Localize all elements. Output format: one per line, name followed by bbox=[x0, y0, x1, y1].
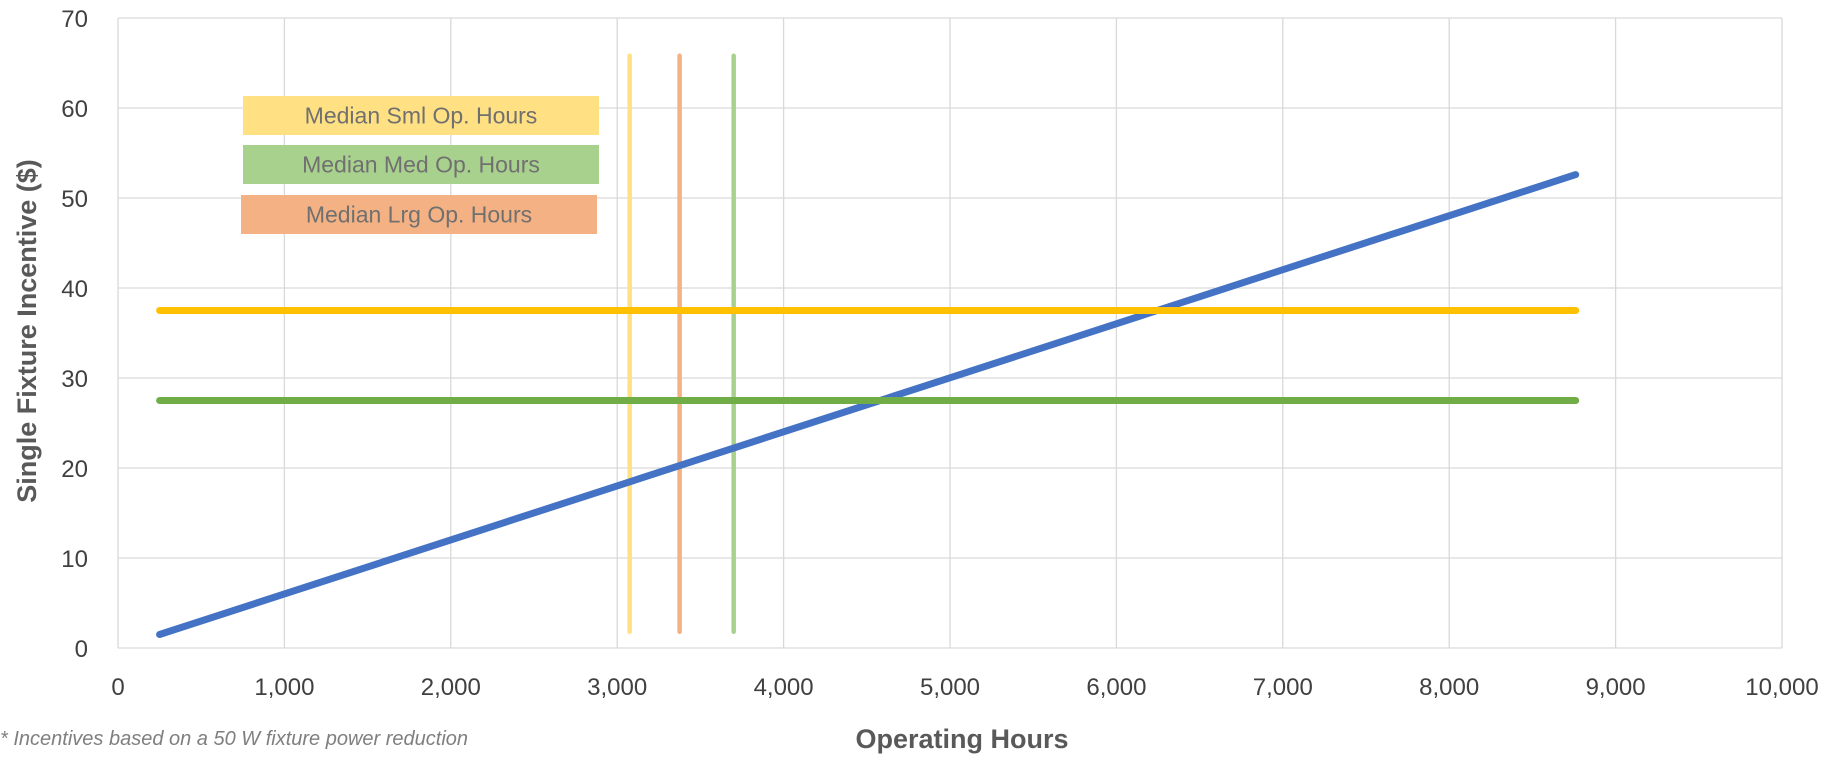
x-tick-label: 10,000 bbox=[1745, 674, 1818, 701]
median-lines bbox=[627, 53, 736, 635]
annotation-boxes: Median Sml Op. Hours Median Med Op. Hours… bbox=[241, 96, 599, 234]
series-line bbox=[156, 171, 1580, 638]
series-lines bbox=[156, 171, 1580, 638]
y-tick-label: 0 bbox=[75, 636, 88, 663]
annotation-box bbox=[243, 145, 599, 184]
x-tick-label: 8,000 bbox=[1419, 674, 1479, 701]
y-tick-label: 30 bbox=[61, 366, 88, 393]
annotation-label: Median Med Op. Hours bbox=[302, 152, 540, 178]
x-tick-label: 1,000 bbox=[254, 674, 314, 701]
x-tick-label: 4,000 bbox=[754, 674, 814, 701]
y-tick-label: 60 bbox=[61, 96, 88, 123]
x-tick-label: 7,000 bbox=[1253, 674, 1313, 701]
y-tick-label: 70 bbox=[61, 6, 88, 33]
y-axis-title: Single Fixture Incentive ($) bbox=[12, 159, 42, 503]
x-tick-label: 0 bbox=[111, 674, 124, 701]
annotation-label: Median Lrg Op. Hours bbox=[306, 202, 532, 228]
y-tick-label: 50 bbox=[61, 186, 88, 213]
x-tick-label: 2,000 bbox=[421, 674, 481, 701]
footnote: * Incentives based on a 50 W fixture pow… bbox=[0, 728, 469, 750]
grid bbox=[117, 17, 1783, 649]
x-tick-labels: 0 1,000 2,000 3,000 4,000 5,000 6,000 7,000 8,00… bbox=[111, 674, 1818, 701]
annotation-box bbox=[241, 195, 597, 234]
y-tick-label: 20 bbox=[61, 456, 88, 483]
x-tick-label: 9,000 bbox=[1586, 674, 1646, 701]
y-tick-label: 40 bbox=[61, 276, 88, 303]
annotation-box bbox=[243, 96, 599, 135]
y-tick-label: 10 bbox=[61, 546, 88, 573]
annotation-label: Median Sml Op. Hours bbox=[305, 103, 538, 129]
x-axis-title: Operating Hours bbox=[855, 724, 1068, 754]
x-tick-label: 5,000 bbox=[920, 674, 980, 701]
x-tick-label: 6,000 bbox=[1086, 674, 1146, 701]
y-tick-labels: 0 10 20 30 40 50 60 70 bbox=[61, 6, 88, 663]
x-tick-label: 3,000 bbox=[587, 674, 647, 701]
